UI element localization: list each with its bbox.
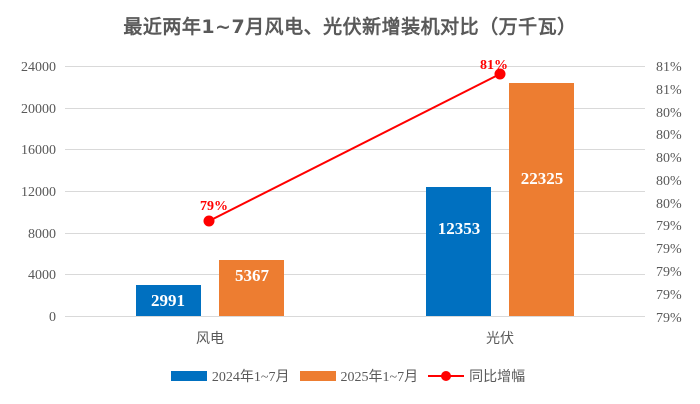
bar-labels: 2991 5367 12353 22325: [151, 169, 563, 310]
y-tick: 0: [49, 310, 56, 325]
y-tick: 12000: [21, 185, 56, 200]
chart-title: 最近两年1~7月风电、光伏新增装机对比（万千瓦）: [123, 16, 577, 38]
y-tick: 16000: [21, 143, 56, 158]
y2-tick: 79%: [656, 311, 682, 326]
legend-label: 同比增幅: [469, 369, 526, 385]
legend-swatch-2024: [170, 371, 207, 381]
x-tick-pv: 光伏: [486, 331, 514, 347]
bar-label-wind-2024: 2991: [151, 291, 185, 310]
y-tick: 4000: [28, 268, 56, 283]
legend-label: 2025年1~7月: [340, 370, 419, 385]
y-tick: 8000: [28, 227, 56, 242]
yoy-point-wind: [203, 215, 215, 227]
bar-label-wind-2025: 5367: [235, 266, 270, 285]
y2-tick: 80%: [656, 106, 682, 121]
y2-tick: 79%: [656, 219, 682, 234]
legend-item-2024[interactable]: 2024年1~7月: [170, 366, 290, 386]
legend-label: 2024年1~7月: [211, 370, 290, 385]
y2-tick: 80%: [656, 128, 682, 143]
yoy-line: 79% 81%: [200, 58, 508, 227]
right-axis: 81% 81% 80% 80% 80% 80% 80% 79% 79% 79% …: [656, 60, 682, 326]
yoy-label-pv: 81%: [480, 58, 508, 73]
legend-item-yoy[interactable]: 同比增幅: [428, 366, 525, 386]
y2-tick: 81%: [656, 60, 682, 75]
y2-tick: 79%: [656, 242, 682, 257]
legend-line-marker-icon: [428, 371, 465, 381]
y2-tick: 80%: [656, 174, 682, 189]
bar-wind-2025: [219, 260, 284, 316]
yoy-point-pv: [494, 68, 506, 80]
legend: 2024年1~7月 2025年1~7月 同比增幅: [0, 366, 700, 386]
y2-tick: 79%: [656, 288, 682, 303]
y2-tick: 81%: [656, 83, 682, 98]
y-tick: 24000: [21, 60, 56, 75]
y2-tick: 80%: [656, 197, 682, 212]
y2-tick: 80%: [656, 151, 682, 166]
y-tick: 20000: [21, 102, 56, 117]
yoy-label-wind: 79%: [200, 199, 228, 214]
x-axis: 风电 光伏: [196, 331, 514, 347]
left-axis: 24000 20000 16000 12000 8000 4000 0: [21, 60, 56, 325]
y2-tick: 79%: [656, 265, 682, 280]
bar-wind-2024: [136, 285, 201, 316]
bars: [136, 83, 574, 316]
legend-item-2025[interactable]: 2025年1~7月: [299, 366, 419, 386]
bar-pv-2024: [426, 187, 491, 316]
bar-label-pv-2024: 12353: [438, 219, 481, 238]
legend-swatch-2025: [299, 371, 336, 381]
bar-pv-2025: [509, 83, 574, 316]
x-tick-wind: 风电: [196, 331, 224, 347]
bar-label-pv-2025: 22325: [521, 169, 564, 188]
